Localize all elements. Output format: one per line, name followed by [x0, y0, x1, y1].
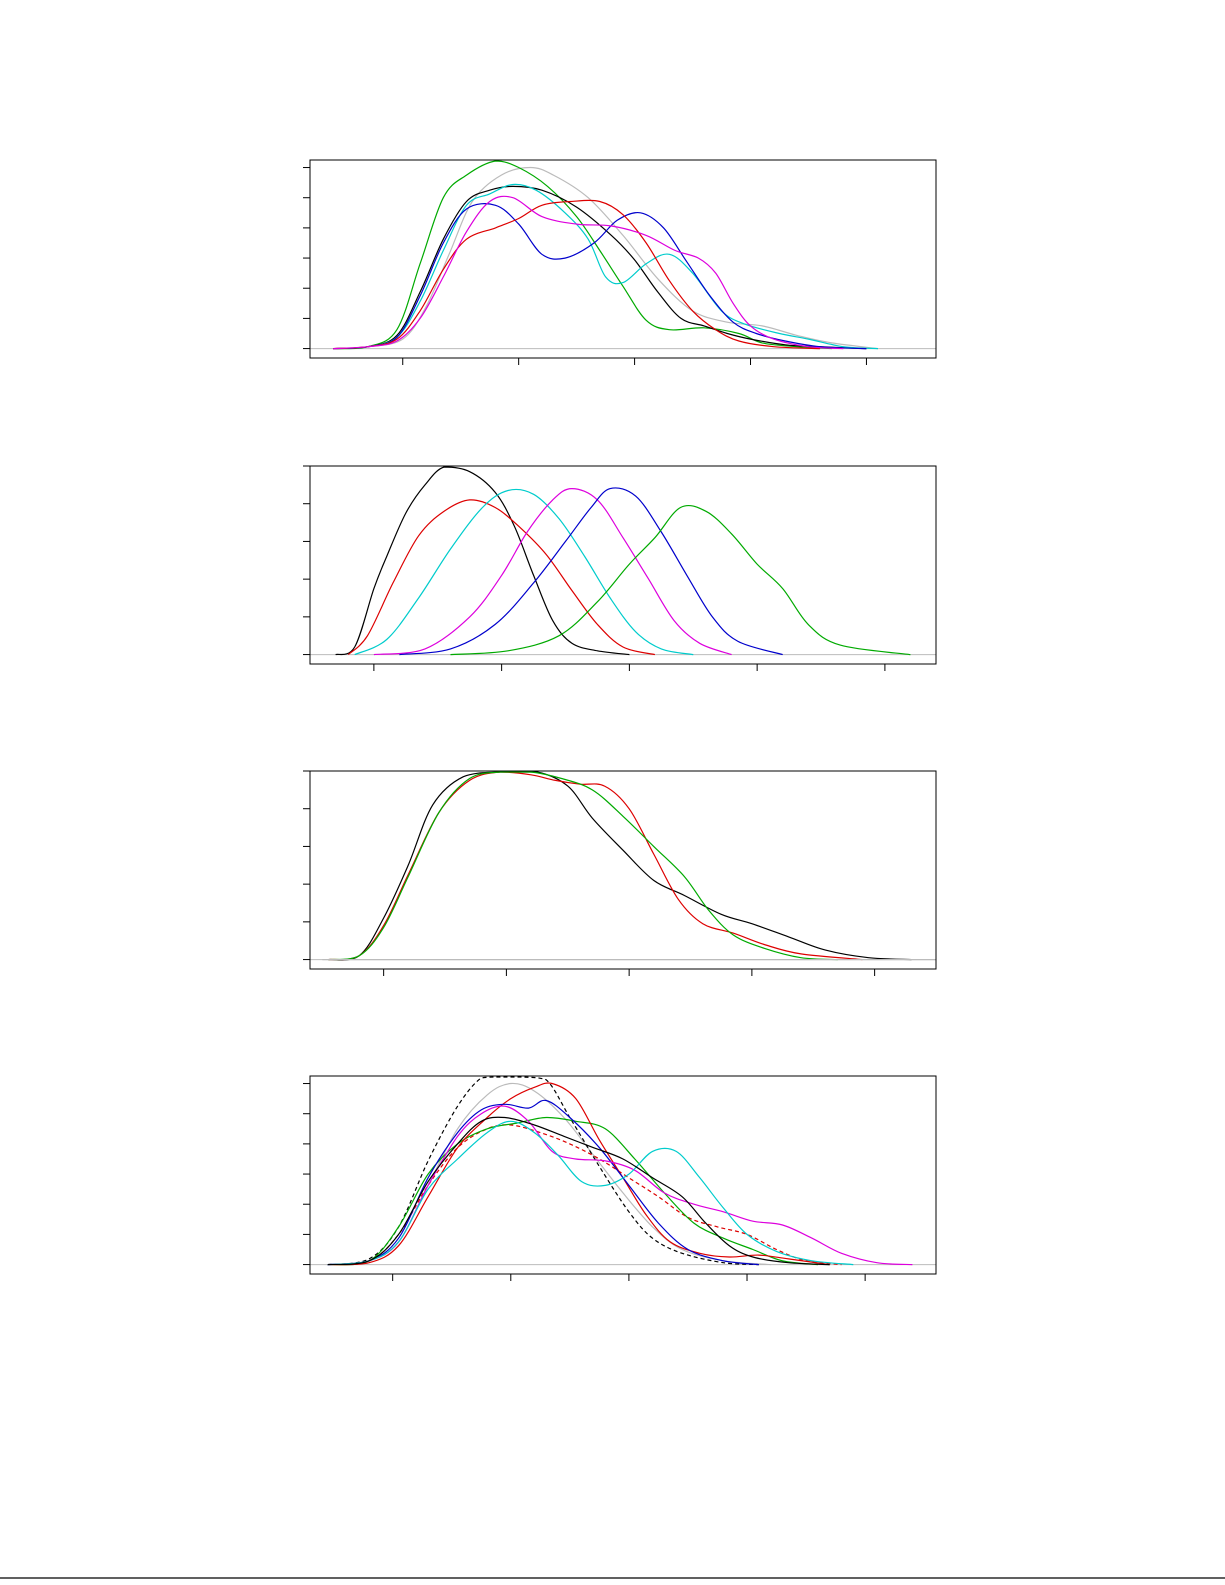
series-line-1: [333, 166, 879, 350]
series-line-5: [333, 203, 867, 350]
density-panel-1: [303, 159, 937, 365]
series-line-4: [373, 488, 732, 656]
plot-frame: [309, 159, 937, 359]
series-line-6: [450, 505, 911, 656]
series-line-1: [335, 466, 630, 656]
plot-frame: [309, 1075, 937, 1275]
plot-frame: [309, 770, 937, 970]
series-line-8: [327, 1120, 854, 1266]
series-line-3: [354, 488, 694, 656]
density-panel-2: [303, 465, 937, 671]
series-line-9: [327, 1116, 830, 1266]
series-line-1: [327, 1082, 771, 1266]
series-line-4: [333, 183, 879, 350]
series-line-7: [327, 1105, 913, 1266]
plot-frame: [309, 465, 937, 665]
series-line-5: [399, 487, 783, 656]
series-line-6: [333, 199, 821, 350]
series-line-6: [327, 1099, 759, 1266]
series-line-5: [327, 1082, 830, 1266]
series-line-4: [327, 1116, 818, 1266]
series-line-3: [327, 1124, 842, 1266]
series-line-2: [333, 160, 832, 350]
series-line-7: [333, 195, 844, 350]
series-line-3: [333, 185, 867, 350]
series-line-1: [328, 771, 912, 961]
density-panel-3: [303, 770, 937, 976]
series-line-2: [347, 499, 656, 656]
series-line-2: [327, 1076, 759, 1266]
series-line-3: [328, 771, 838, 961]
density-panel-4: [303, 1075, 937, 1281]
